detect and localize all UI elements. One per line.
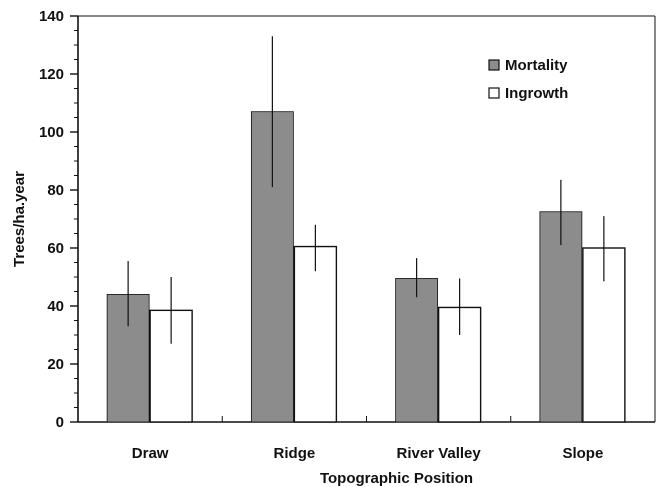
y-tick-label: 120 <box>39 66 64 83</box>
bars <box>106 111 626 423</box>
y-tick-label: 40 <box>47 298 64 315</box>
legend-swatch-mortality <box>488 59 500 71</box>
legend: Mortality Ingrowth <box>488 57 568 102</box>
y-axis-title: Trees/ha.year <box>11 171 28 267</box>
x-category-label: Draw <box>132 445 169 462</box>
x-category-label: River Valley <box>397 445 482 462</box>
x-category-label: Ridge <box>274 445 316 462</box>
bar-mortality-slope <box>539 211 583 423</box>
legend-swatch-ingrowth <box>488 87 500 99</box>
x-category-label: Slope <box>562 445 603 462</box>
x-axis-title: Topographic Position <box>320 470 473 487</box>
y-tick-label: 0 <box>56 414 64 431</box>
bar-mortality-river-valley <box>395 278 439 423</box>
legend-label-ingrowth: Ingrowth <box>505 85 568 102</box>
bar-ingrowth-ridge <box>293 245 338 423</box>
y-tick-label: 20 <box>47 356 64 373</box>
error-bars <box>127 36 605 344</box>
y-tick-label: 80 <box>47 182 64 199</box>
legend-label-mortality: Mortality <box>505 57 568 74</box>
y-tick-label: 140 <box>39 8 64 25</box>
labels: 0 20 40 60 80 100 120 140 Draw Ridge River Valley S… <box>11 8 603 487</box>
y-tick-label: 60 <box>47 240 64 257</box>
y-tick-label: 100 <box>39 124 64 141</box>
